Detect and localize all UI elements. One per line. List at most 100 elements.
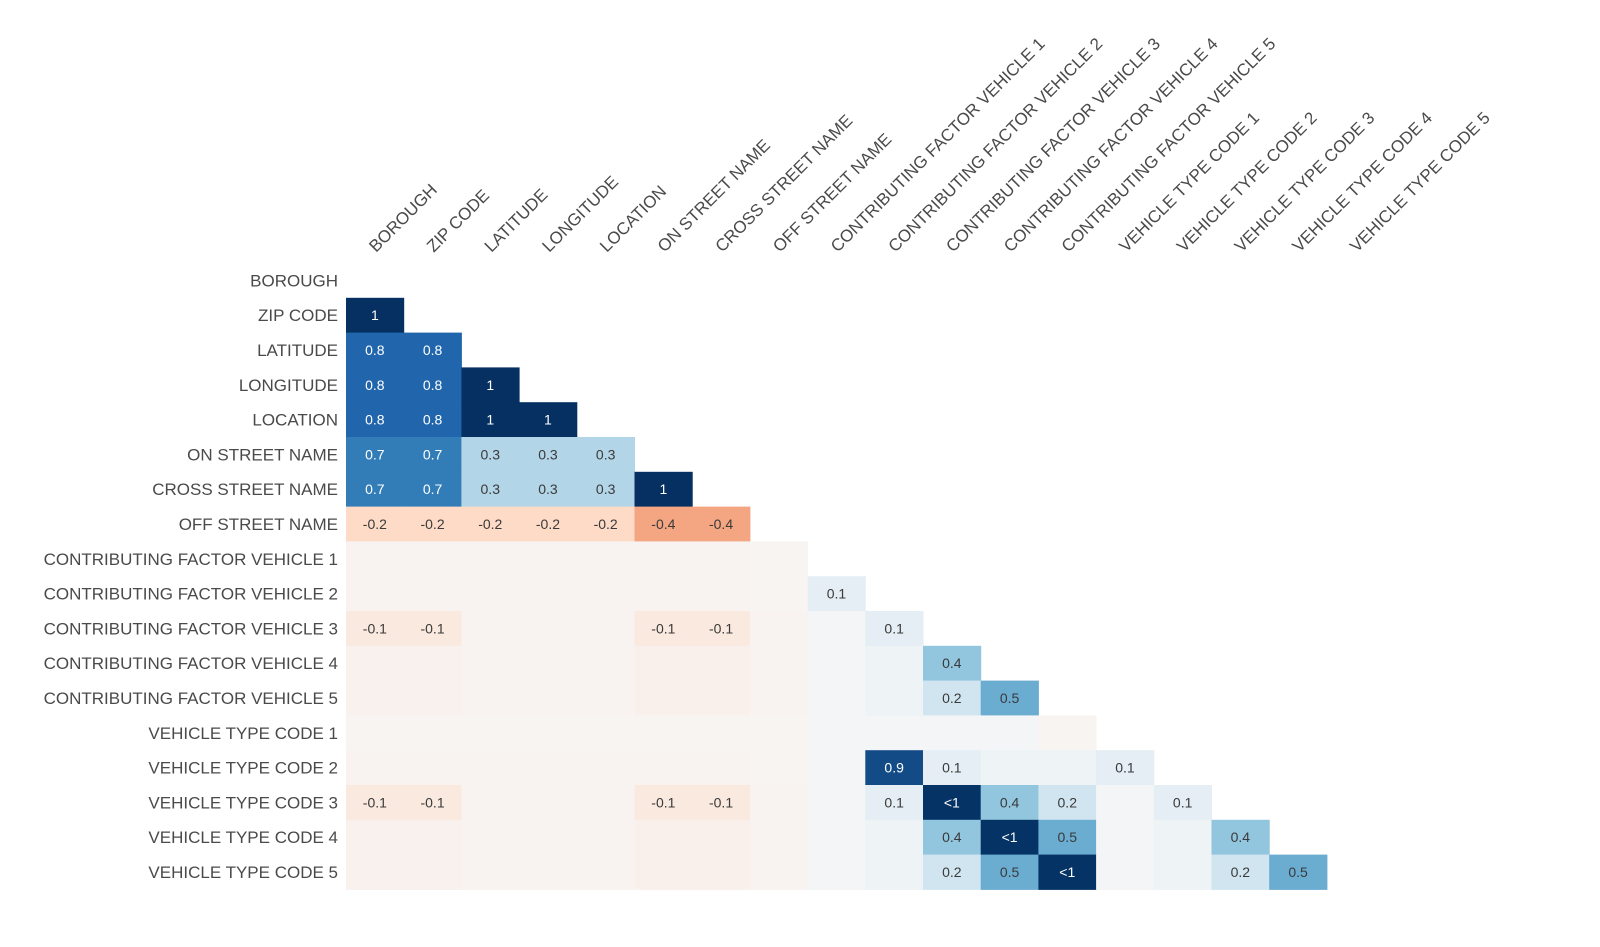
cell-value-label: 0.1 [1115, 760, 1135, 776]
heatmap-cell-on-street-name--location [576, 437, 635, 473]
heatmap-cell-cross-street-name--latitude [461, 471, 520, 508]
row-label-on-street-name: ON STREET NAME [187, 445, 338, 464]
heatmap-cell-vehicle-type-code-1--contributing-factor-vehicle-2 [865, 715, 924, 751]
heatmap-cell-vehicle-type-code-5--vehicle-type-code-3 [1211, 854, 1270, 890]
row-label-longitude: LONGITUDE [239, 376, 338, 395]
cell-value-label: <1 [1059, 864, 1075, 880]
heatmap-cell-vehicle-type-code-5--vehicle-type-code-1 [1096, 854, 1155, 890]
heatmap-cell-vehicle-type-code-3--longitude [519, 785, 578, 821]
heatmap-cell-vehicle-type-code-2--vehicle-type-code-1 [1096, 750, 1155, 786]
heatmap-cell-contributing-factor-vehicle-2--zip-code [403, 576, 462, 612]
heatmap-cell-contributing-factor-vehicle-3--contributing-factor-vehicle-1 [807, 611, 866, 647]
heatmap-cell-vehicle-type-code-1--longitude [519, 715, 578, 751]
row-label-contributing-factor-vehicle-1: CONTRIBUTING FACTOR VEHICLE 1 [44, 550, 338, 569]
cell-value-label: -0.1 [420, 620, 444, 636]
heatmap-cell-vehicle-type-code-2--on-street-name [634, 750, 693, 786]
cell-value-label: -0.1 [651, 794, 675, 810]
cell-value-label: 0.7 [365, 446, 385, 462]
column-label-contributing-factor-vehicle-1: CONTRIBUTING FACTOR VEHICLE 1 [827, 34, 1049, 256]
heatmap-cell-contributing-factor-vehicle-4--latitude [461, 645, 520, 682]
cell-value-label: 0.5 [1000, 864, 1020, 880]
cell-value-label: 0.8 [423, 342, 443, 358]
cell-value-label: -0.2 [478, 516, 502, 532]
cell-value-label: -0.1 [363, 794, 387, 810]
column-label-contributing-factor-vehicle-2: CONTRIBUTING FACTOR VEHICLE 2 [885, 34, 1107, 256]
cell-value-label: 0.3 [481, 446, 501, 462]
heatmap-cell-contributing-factor-vehicle-5--contributing-factor-vehicle-3 [923, 680, 982, 716]
heatmap-cell-vehicle-type-code-5--location [576, 854, 635, 890]
heatmap-cell-contributing-factor-vehicle-3--contributing-factor-vehicle-2 [865, 611, 924, 647]
heatmap-cell-longitude--borough [346, 367, 405, 403]
cell-value-label: 1 [486, 377, 494, 393]
cell-value-label: 0.1 [1173, 794, 1193, 810]
heatmap-cell-vehicle-type-code-3--on-street-name [634, 785, 693, 821]
cell-value-label: 0.4 [942, 829, 962, 845]
heatmap-cell-contributing-factor-vehicle-1--cross-street-name [692, 541, 751, 577]
heatmap-cell-vehicle-type-code-3--zip-code [403, 785, 462, 821]
heatmap-cell-vehicle-type-code-2--off-street-name [749, 750, 809, 786]
cell-value-label: 0.4 [942, 655, 962, 671]
column-label-on-street-name: ON STREET NAME [654, 136, 774, 256]
cell-value-label: <1 [1002, 829, 1018, 845]
heatmap-cell-vehicle-type-code-3--contributing-factor-vehicle-3 [923, 785, 982, 821]
cell-value-label: 0.1 [884, 794, 904, 810]
cell-value-label: 0.9 [884, 760, 904, 776]
heatmap-cell-vehicle-type-code-4--on-street-name [634, 819, 693, 856]
heatmap-cell-vehicle-type-code-4--contributing-factor-vehicle-4 [980, 819, 1039, 856]
heatmap-cell-vehicle-type-code-5--cross-street-name [692, 854, 751, 890]
row-label-latitude: LATITUDE [257, 341, 338, 360]
heatmap-cell-vehicle-type-code-2--longitude [519, 750, 578, 786]
heatmap-cell-off-street-name--longitude [519, 506, 578, 542]
cell-value-label: 0.8 [365, 412, 385, 428]
heatmap-cell-contributing-factor-vehicle-5--cross-street-name [692, 680, 751, 716]
heatmap-cell-vehicle-type-code-4--location [576, 819, 635, 856]
heatmap-cell-contributing-factor-vehicle-2--borough [346, 576, 405, 612]
cell-value-label: 0.4 [1231, 829, 1251, 845]
cell-value-label: -0.2 [536, 516, 560, 532]
heatmap-cell-vehicle-type-code-4--borough [346, 819, 405, 856]
heatmap-cell-location--longitude [519, 402, 578, 438]
heatmap-cell-zip-code--borough [346, 297, 405, 334]
cell-value-label: 0.8 [365, 342, 385, 358]
heatmap-cell-vehicle-type-code-3--borough [346, 785, 405, 821]
heatmap-cell-contributing-factor-vehicle-5--borough [346, 680, 405, 716]
cell-value-label: -0.2 [363, 516, 387, 532]
heatmap-cell-contributing-factor-vehicle-5--off-street-name [749, 680, 809, 716]
column-label-contributing-factor-vehicle-3: CONTRIBUTING FACTOR VEHICLE 3 [942, 34, 1164, 256]
cell-value-label: 0.7 [423, 446, 443, 462]
cell-value-label: 0.2 [942, 864, 962, 880]
cell-value-label: -0.1 [709, 794, 733, 810]
heatmap-cell-longitude--latitude [461, 367, 520, 403]
heatmap-cell-vehicle-type-code-1--contributing-factor-vehicle-1 [807, 715, 866, 751]
heatmap-cell-location--borough [346, 402, 405, 438]
heatmap-cell-vehicle-type-code-1--contributing-factor-vehicle-5 [1038, 715, 1097, 751]
heatmap-cell-vehicle-type-code-3--vehicle-type-code-1 [1096, 785, 1155, 821]
heatmap-cell-contributing-factor-vehicle-4--contributing-factor-vehicle-1 [807, 645, 866, 682]
cell-value-label: 0.3 [538, 481, 558, 497]
heatmap-cell-off-street-name--cross-street-name [692, 506, 751, 542]
cell-value-label: 0.2 [942, 690, 962, 706]
heatmap-cell-contributing-factor-vehicle-1--longitude [519, 541, 578, 577]
cell-value-label: 0.2 [1231, 864, 1251, 880]
heatmap-cell-contributing-factor-vehicle-3--borough [346, 611, 405, 647]
heatmap-cell-vehicle-type-code-2--location [576, 750, 635, 786]
heatmap-cell-latitude--borough [346, 332, 405, 368]
heatmap-cell-vehicle-type-code-1--contributing-factor-vehicle-3 [923, 715, 982, 751]
cell-value-label: 0.5 [1288, 864, 1308, 880]
cell-value-label: 0.1 [884, 620, 904, 636]
cell-value-label: 0.7 [365, 481, 385, 497]
cell-value-label: 0.5 [1058, 829, 1078, 845]
heatmap-cell-vehicle-type-code-2--contributing-factor-vehicle-1 [807, 750, 866, 786]
cell-value-label: 0.8 [423, 412, 443, 428]
column-label-contributing-factor-vehicle-5: CONTRIBUTING FACTOR VEHICLE 5 [1058, 34, 1280, 256]
cell-value-label: 0.3 [596, 481, 616, 497]
cell-value-label: -0.1 [420, 794, 444, 810]
heatmap-cell-contributing-factor-vehicle-1--borough [346, 541, 405, 577]
heatmap-cell-contributing-factor-vehicle-3--on-street-name [634, 611, 693, 647]
row-label-vehicle-type-code-4: VEHICLE TYPE CODE 4 [148, 828, 338, 847]
cell-value-label: 0.3 [596, 446, 616, 462]
heatmap-cell-vehicle-type-code-4--vehicle-type-code-2 [1153, 819, 1212, 856]
heatmap-cell-vehicle-type-code-1--contributing-factor-vehicle-4 [980, 715, 1039, 751]
heatmap-cell-contributing-factor-vehicle-4--longitude [519, 645, 578, 682]
heatmap-cell-cross-street-name--zip-code [403, 471, 462, 508]
